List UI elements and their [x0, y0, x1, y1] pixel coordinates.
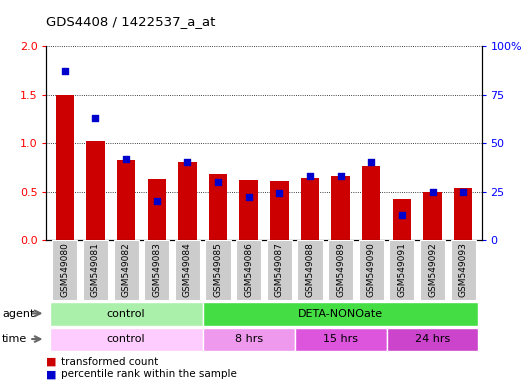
FancyBboxPatch shape	[420, 240, 445, 300]
Bar	[301, 178, 319, 240]
Text: DETA-NONOate: DETA-NONOate	[298, 309, 383, 319]
Text: ■: ■	[46, 369, 57, 379]
Text: control: control	[107, 309, 145, 319]
FancyBboxPatch shape	[267, 240, 292, 300]
Point	[122, 156, 130, 162]
Text: GSM549093: GSM549093	[459, 242, 468, 297]
Point	[91, 115, 100, 121]
Point	[367, 159, 375, 166]
FancyBboxPatch shape	[328, 240, 353, 300]
Point	[214, 179, 222, 185]
Point	[306, 173, 314, 179]
Bar	[86, 141, 105, 240]
Text: GSM549089: GSM549089	[336, 242, 345, 297]
Bar	[240, 180, 258, 240]
Text: GSM549081: GSM549081	[91, 242, 100, 297]
Point	[153, 198, 161, 204]
Text: GSM549084: GSM549084	[183, 242, 192, 296]
Text: GSM549087: GSM549087	[275, 242, 284, 297]
Text: GSM549083: GSM549083	[152, 242, 161, 297]
FancyBboxPatch shape	[386, 328, 478, 351]
Text: GSM549092: GSM549092	[428, 242, 437, 296]
Text: GSM549090: GSM549090	[367, 242, 376, 297]
Text: 8 hrs: 8 hrs	[234, 334, 263, 344]
Text: 24 hrs: 24 hrs	[415, 334, 450, 344]
Text: GSM549085: GSM549085	[213, 242, 222, 297]
Text: GSM549086: GSM549086	[244, 242, 253, 297]
FancyBboxPatch shape	[236, 240, 261, 300]
Bar	[209, 174, 227, 240]
FancyBboxPatch shape	[144, 240, 169, 300]
FancyBboxPatch shape	[52, 240, 78, 300]
FancyBboxPatch shape	[359, 240, 384, 300]
Bar	[117, 159, 135, 240]
Text: percentile rank within the sample: percentile rank within the sample	[61, 369, 237, 379]
Text: ■: ■	[46, 357, 57, 367]
Point	[275, 190, 284, 197]
Bar	[178, 162, 196, 240]
Bar	[393, 199, 411, 240]
Bar	[332, 176, 350, 240]
FancyBboxPatch shape	[203, 302, 478, 326]
Point	[398, 212, 406, 218]
FancyBboxPatch shape	[50, 302, 203, 326]
Point	[183, 159, 192, 166]
FancyBboxPatch shape	[205, 240, 231, 300]
Text: GSM549091: GSM549091	[398, 242, 407, 297]
Point	[336, 173, 345, 179]
FancyBboxPatch shape	[389, 240, 414, 300]
FancyBboxPatch shape	[450, 240, 476, 300]
Point	[428, 189, 437, 195]
Text: time: time	[2, 334, 27, 344]
Text: GSM549080: GSM549080	[60, 242, 69, 297]
Bar	[362, 166, 381, 240]
Text: transformed count: transformed count	[61, 357, 158, 367]
Bar	[454, 188, 473, 240]
FancyBboxPatch shape	[114, 240, 139, 300]
Bar	[55, 94, 74, 240]
Text: 15 hrs: 15 hrs	[323, 334, 358, 344]
Bar	[147, 179, 166, 240]
Text: GSM549082: GSM549082	[121, 242, 130, 296]
Point	[459, 189, 467, 195]
Text: GDS4408 / 1422537_a_at: GDS4408 / 1422537_a_at	[46, 15, 216, 28]
FancyBboxPatch shape	[297, 240, 323, 300]
FancyBboxPatch shape	[175, 240, 200, 300]
FancyBboxPatch shape	[203, 328, 295, 351]
FancyBboxPatch shape	[50, 328, 203, 351]
Point	[61, 68, 69, 74]
Bar	[423, 192, 442, 240]
Text: control: control	[107, 334, 145, 344]
Text: agent: agent	[2, 309, 34, 319]
Point	[244, 194, 253, 200]
FancyBboxPatch shape	[83, 240, 108, 300]
Bar	[270, 181, 288, 240]
Text: GSM549088: GSM549088	[306, 242, 315, 297]
FancyBboxPatch shape	[295, 328, 386, 351]
